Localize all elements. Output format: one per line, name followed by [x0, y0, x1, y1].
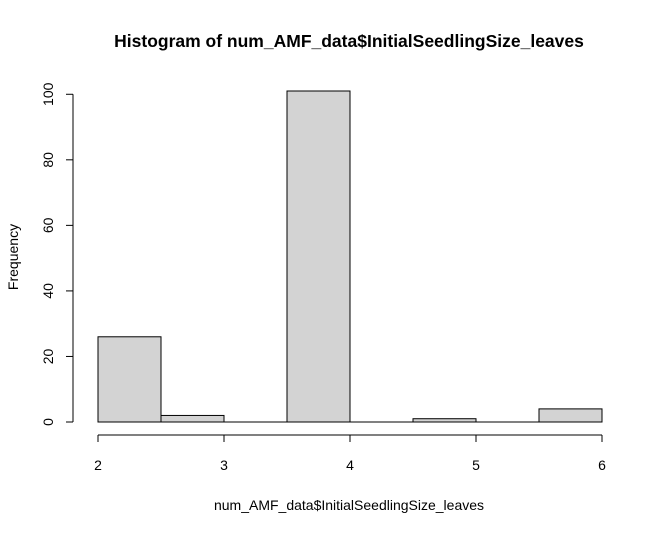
y-axis: 0 20 40 60 80 100: [40, 82, 74, 426]
histogram-bar: [412, 418, 477, 423]
x-tick-label: 5: [472, 457, 480, 473]
histogram-bar: [538, 408, 603, 423]
y-tick-label: 20: [40, 348, 56, 364]
y-tick-label: 60: [40, 217, 56, 233]
histogram-bar: [286, 90, 351, 423]
x-tick-label: 3: [220, 457, 228, 473]
chart-title: Histogram of num_AMF_data$InitialSeedlin…: [114, 31, 584, 51]
x-tick-label: 4: [346, 457, 354, 473]
y-axis-label: Frequency: [5, 224, 21, 290]
bars-group: [97, 90, 603, 423]
x-axis-label: num_AMF_data$InitialSeedlingSize_leaves: [214, 497, 484, 513]
y-tick-label: 80: [40, 152, 56, 168]
y-tick-label: 40: [40, 283, 56, 299]
y-tick-label: 100: [40, 82, 56, 106]
x-tick-label: 2: [94, 457, 102, 473]
x-axis: 2 3 4 5 6: [94, 434, 606, 473]
y-tick-label: 0: [40, 418, 56, 426]
histogram-bar: [160, 414, 225, 423]
histogram-bar: [97, 336, 162, 423]
x-tick-label: 6: [598, 457, 606, 473]
